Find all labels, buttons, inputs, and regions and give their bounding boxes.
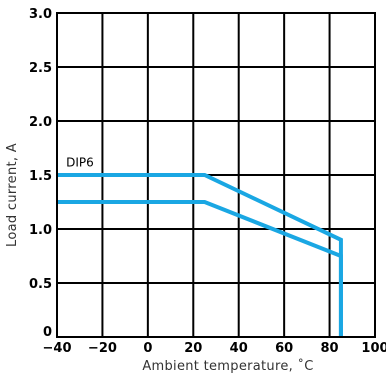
x-tick-label-0: −40 xyxy=(43,341,72,356)
plot-frame xyxy=(56,12,376,338)
y-axis-label: Load current, A xyxy=(5,143,20,247)
x-tick-label-2: 0 xyxy=(143,341,152,356)
y-tick-label-5: 2.5 xyxy=(29,61,52,76)
series-line-0 xyxy=(57,173,343,337)
y-tick-label-1: 0.5 xyxy=(29,277,52,292)
series-group xyxy=(57,173,343,337)
annotations: DIP6 xyxy=(66,155,94,169)
y-tick-labels: 0 0.5 1.0 1.5 2.0 2.5 3.0 xyxy=(29,7,52,340)
y-tick-label-4: 2.0 xyxy=(29,115,52,130)
x-axis-label: Ambient temperature, ˚C xyxy=(142,358,313,374)
x-tick-labels: −40 −20 0 20 40 60 80 100 xyxy=(43,341,386,356)
y-tick-label-3: 1.5 xyxy=(29,169,52,184)
x-tick-label-7: 100 xyxy=(361,341,386,356)
x-tick-label-1: −20 xyxy=(88,341,117,356)
annotation-0: DIP6 xyxy=(66,155,94,169)
y-tick-label-0: 0 xyxy=(43,325,52,340)
x-tick-label-5: 60 xyxy=(275,341,293,356)
series-line-1 xyxy=(57,200,343,337)
y-tick-label-2: 1.0 xyxy=(29,223,52,238)
x-tick-label-6: 80 xyxy=(321,341,339,356)
x-tick-label-4: 40 xyxy=(230,341,248,356)
x-tick-label-3: 20 xyxy=(184,341,202,356)
y-tick-label-6: 3.0 xyxy=(29,7,52,22)
